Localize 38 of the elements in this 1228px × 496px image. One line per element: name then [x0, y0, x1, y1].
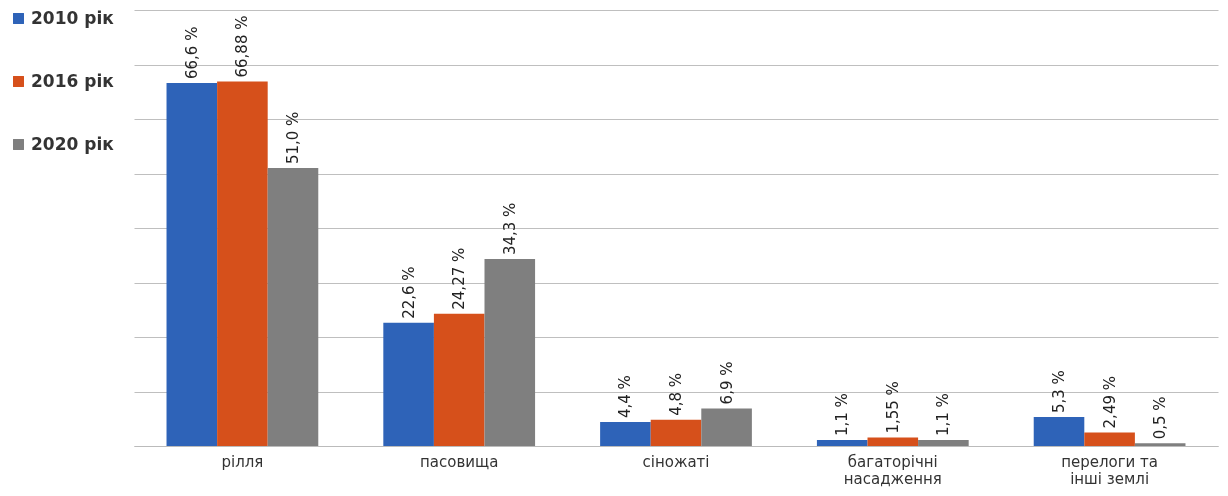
bar — [1033, 417, 1085, 446]
bar — [217, 81, 268, 446]
bar — [816, 440, 868, 446]
x-tick-label: сіножаті — [642, 452, 710, 471]
bar — [1084, 432, 1135, 446]
bar — [867, 437, 919, 446]
data-label: 34,3 % — [500, 202, 519, 256]
bar — [166, 83, 218, 446]
data-label: 24,27 % — [450, 247, 469, 310]
data-label: 1,1 % — [833, 393, 852, 437]
bar — [650, 419, 702, 446]
data-label: 2,49 % — [1100, 376, 1119, 429]
data-label: 5,3 % — [1050, 370, 1069, 414]
x-tick-label: рілля — [221, 452, 264, 471]
x-tick-label: пасовища — [420, 452, 499, 471]
data-label: 22,6 % — [399, 266, 418, 319]
legend-label: 2020 рік — [31, 133, 115, 154]
bar — [600, 422, 651, 446]
data-label: 4,4 % — [616, 375, 635, 419]
data-label: 66,6 % — [182, 26, 201, 80]
data-label: 0,5 % — [1151, 396, 1170, 440]
data-label: 1,55 % — [883, 381, 902, 434]
bar — [267, 168, 319, 446]
x-tick-label: багаторічні насадження — [843, 452, 942, 488]
data-label: 4,8 % — [667, 372, 685, 416]
bar — [918, 440, 969, 446]
data-label: 1,1 % — [934, 393, 953, 437]
bar — [701, 408, 752, 446]
data-label: 66,88 % — [233, 15, 252, 78]
legend-label: 2016 рік — [31, 70, 115, 91]
bar — [1134, 443, 1186, 446]
bar — [383, 322, 434, 446]
x-tick-label: перелоги та інші землі — [1061, 452, 1159, 488]
legend-label: 2010 рік — [31, 7, 115, 28]
bar — [433, 313, 485, 446]
data-label: 6,9 % — [717, 361, 736, 405]
data-label: 51,0 % — [283, 111, 302, 165]
bar — [484, 259, 536, 446]
